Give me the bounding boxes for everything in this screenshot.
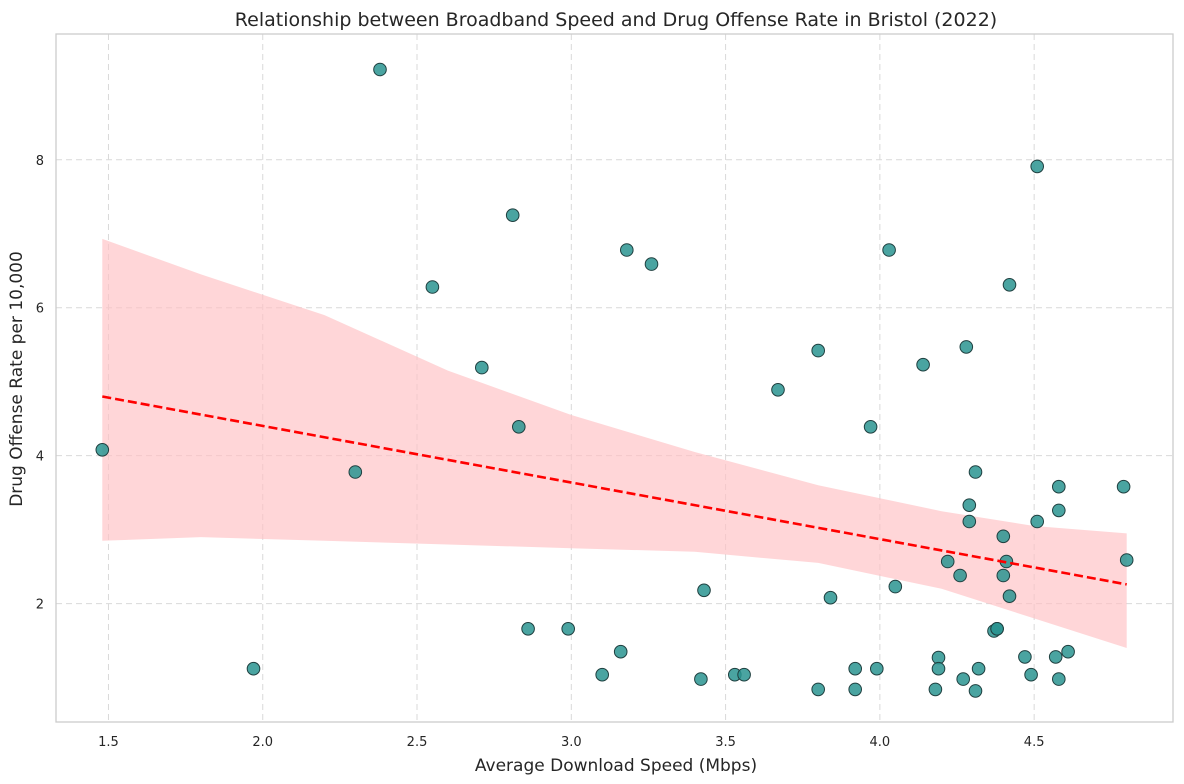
data-point: [694, 672, 708, 686]
data-point: [512, 420, 526, 434]
y-axis-label: Drug Offense Rate per 10,000: [7, 251, 27, 507]
y-tick-label: 8: [36, 154, 44, 169]
y-tick-label: 6: [36, 302, 44, 317]
data-point: [996, 529, 1011, 544]
plot-frame: [55, 33, 1174, 723]
tick-labels: 1.5 2.0 2.5 3.0 3.5 4.0 4.5 2 4 6 8: [36, 154, 1045, 750]
data-point: [971, 661, 986, 676]
data-point: [823, 590, 838, 605]
data-point: [882, 243, 896, 257]
data-point: [1030, 159, 1044, 174]
data-point: [246, 661, 261, 676]
data-point: [953, 568, 967, 583]
data-point: [1048, 650, 1063, 664]
x-tick-label: 2.0: [252, 735, 273, 750]
data-point: [811, 682, 826, 697]
data-point: [561, 622, 576, 636]
data-point: [521, 622, 535, 636]
data-point: [848, 682, 863, 697]
data-point: [962, 514, 977, 529]
data-point: [940, 554, 955, 569]
data-point: [1052, 672, 1066, 686]
data-point: [1030, 514, 1044, 529]
data-point: [928, 682, 943, 697]
data-point: [956, 672, 971, 686]
data-point: [1052, 503, 1066, 518]
data-point: [1119, 553, 1134, 567]
grid-lines: [56, 34, 1173, 722]
data-point: [1116, 479, 1131, 494]
data-point: [888, 579, 903, 594]
y-tick-label: 2: [36, 598, 44, 613]
data-point: [1052, 479, 1066, 494]
trend-line: [102, 395, 1127, 586]
x-axis-label: Average Download Speed (Mbps): [475, 756, 757, 776]
data-point: [595, 667, 610, 682]
x-tick-label: 2.5: [407, 735, 428, 750]
data-point: [968, 684, 983, 698]
data-point: [959, 340, 974, 354]
data-point: [811, 343, 826, 358]
data-point: [644, 257, 659, 271]
data-point: [863, 420, 878, 434]
data-point: [348, 465, 363, 479]
data-point: [1061, 644, 1075, 659]
x-tick-label: 1.5: [98, 735, 119, 750]
data-point: [771, 383, 785, 397]
data-point: [996, 568, 1011, 583]
data-point: [1018, 650, 1032, 664]
data-point: [916, 357, 930, 372]
data-point: [1002, 278, 1017, 292]
data-point: [95, 443, 110, 457]
data-point: [1024, 667, 1038, 682]
x-tick-label: 3.0: [561, 735, 582, 750]
data-point: [373, 62, 387, 77]
data-point: [505, 208, 520, 222]
data-points: [95, 62, 1134, 698]
data-point: [848, 661, 863, 676]
x-tick-label: 4.5: [1024, 735, 1045, 750]
data-point: [475, 360, 489, 375]
data-point: [613, 644, 628, 659]
data-point: [962, 498, 977, 513]
confidence-band: [102, 238, 1127, 648]
chart-title: Relationship between Broadband Speed and…: [235, 9, 997, 31]
data-point: [1002, 589, 1017, 604]
data-point: [968, 465, 983, 479]
data-point: [697, 583, 711, 598]
data-point: [620, 243, 634, 257]
data-point: [931, 661, 946, 676]
data-point: [870, 661, 884, 676]
x-tick-label: 4.0: [870, 735, 891, 750]
x-tick-label: 3.5: [715, 735, 736, 750]
data-point: [737, 667, 751, 682]
data-point: [425, 280, 440, 294]
y-tick-label: 4: [36, 450, 44, 465]
data-point: [990, 622, 1004, 636]
